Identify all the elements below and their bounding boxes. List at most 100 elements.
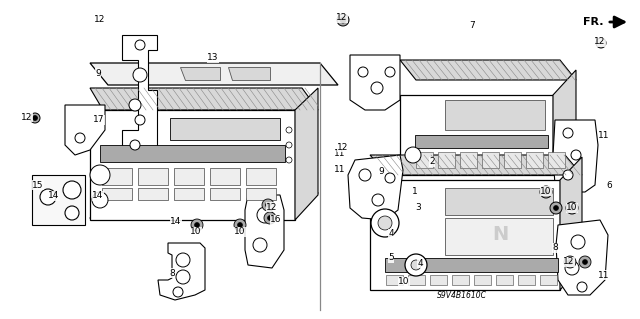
Text: 8: 8	[552, 243, 558, 253]
Text: 10: 10	[540, 187, 552, 196]
Polygon shape	[460, 152, 477, 168]
Circle shape	[596, 38, 606, 48]
Polygon shape	[102, 188, 132, 200]
Circle shape	[90, 165, 110, 185]
Circle shape	[571, 150, 581, 160]
Circle shape	[372, 194, 384, 206]
Circle shape	[554, 205, 559, 211]
Polygon shape	[158, 243, 205, 300]
Text: 14: 14	[92, 191, 104, 201]
Polygon shape	[138, 188, 168, 200]
Polygon shape	[416, 152, 433, 168]
Circle shape	[405, 254, 427, 276]
Circle shape	[268, 216, 273, 220]
Text: 14: 14	[48, 191, 60, 201]
Polygon shape	[174, 168, 204, 185]
Circle shape	[135, 115, 145, 125]
Circle shape	[264, 212, 276, 224]
Circle shape	[564, 256, 576, 268]
Text: FR.: FR.	[584, 17, 604, 27]
Circle shape	[286, 142, 292, 148]
Circle shape	[63, 181, 81, 199]
Text: 10: 10	[190, 227, 202, 236]
Polygon shape	[245, 195, 284, 268]
Polygon shape	[560, 157, 582, 290]
Text: 12: 12	[336, 13, 348, 23]
Polygon shape	[170, 118, 280, 140]
Circle shape	[266, 203, 271, 207]
Circle shape	[571, 235, 585, 249]
Text: 8: 8	[169, 269, 175, 278]
Circle shape	[65, 206, 79, 220]
Text: 11: 11	[334, 149, 346, 158]
Polygon shape	[100, 145, 285, 162]
Circle shape	[286, 157, 292, 163]
Polygon shape	[386, 275, 403, 285]
Polygon shape	[445, 218, 553, 255]
Text: 14: 14	[170, 218, 182, 226]
Circle shape	[378, 216, 392, 230]
Polygon shape	[138, 168, 168, 185]
Polygon shape	[474, 275, 491, 285]
Polygon shape	[540, 275, 557, 285]
Text: 1: 1	[412, 188, 418, 197]
Text: 10: 10	[398, 278, 410, 286]
Circle shape	[358, 67, 368, 77]
Polygon shape	[102, 168, 132, 185]
Polygon shape	[526, 152, 543, 168]
Circle shape	[371, 209, 399, 237]
Polygon shape	[90, 63, 338, 85]
Polygon shape	[438, 152, 455, 168]
Polygon shape	[246, 188, 276, 200]
Circle shape	[563, 128, 573, 138]
Text: 4: 4	[417, 258, 423, 268]
Circle shape	[30, 113, 40, 123]
Polygon shape	[348, 155, 403, 220]
Text: 5: 5	[388, 254, 394, 263]
Polygon shape	[504, 152, 521, 168]
Circle shape	[385, 67, 395, 77]
Polygon shape	[400, 95, 553, 175]
Circle shape	[75, 133, 85, 143]
Polygon shape	[210, 168, 240, 185]
Text: 12: 12	[21, 113, 33, 122]
Text: N: N	[492, 226, 508, 244]
Text: 11: 11	[598, 271, 610, 279]
Polygon shape	[408, 275, 425, 285]
Text: 12: 12	[563, 257, 575, 266]
Circle shape	[563, 170, 573, 180]
Polygon shape	[445, 100, 545, 130]
Polygon shape	[385, 258, 558, 272]
Circle shape	[253, 238, 267, 252]
Polygon shape	[415, 135, 548, 148]
Polygon shape	[553, 70, 576, 175]
Text: 6: 6	[606, 182, 612, 190]
Circle shape	[340, 17, 346, 23]
Circle shape	[191, 219, 203, 231]
Circle shape	[582, 259, 588, 264]
Circle shape	[129, 99, 141, 111]
Text: 12: 12	[266, 203, 278, 211]
Polygon shape	[556, 220, 608, 295]
Text: S9V4B1610C: S9V4B1610C	[437, 291, 487, 300]
Circle shape	[130, 140, 140, 150]
Text: 15: 15	[32, 181, 44, 189]
Text: 12: 12	[94, 14, 106, 24]
Circle shape	[257, 207, 273, 223]
Circle shape	[337, 14, 349, 26]
Circle shape	[540, 186, 552, 198]
Circle shape	[568, 259, 573, 264]
Polygon shape	[295, 88, 318, 220]
Circle shape	[195, 222, 200, 227]
Text: 7: 7	[469, 20, 475, 29]
Polygon shape	[445, 188, 553, 215]
Polygon shape	[548, 152, 565, 168]
Circle shape	[371, 82, 383, 94]
Polygon shape	[32, 175, 85, 225]
Polygon shape	[246, 168, 276, 185]
Circle shape	[405, 147, 421, 163]
Text: 12: 12	[337, 143, 349, 152]
Circle shape	[577, 282, 587, 292]
Circle shape	[550, 202, 562, 214]
Circle shape	[286, 127, 292, 133]
